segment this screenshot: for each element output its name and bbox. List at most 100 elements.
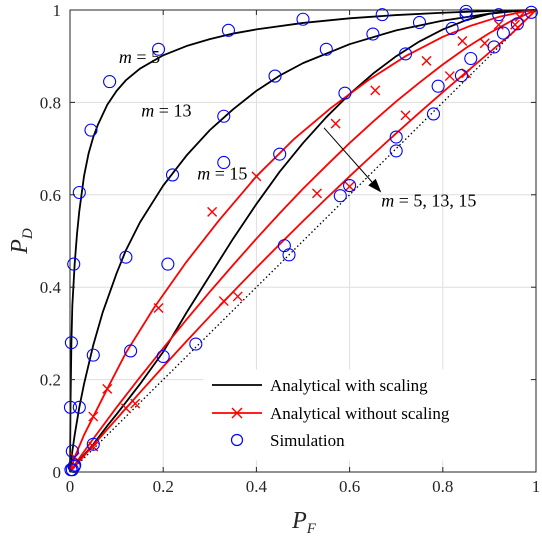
x-tick-label-5: 1 — [532, 477, 541, 496]
y-tick-label-1: 0.2 — [40, 371, 61, 390]
annotation-m5-val: = 5 — [132, 47, 160, 67]
blue-circle-marker-5 — [103, 75, 117, 89]
x-tick-label-2: 0.4 — [246, 477, 268, 496]
x-axis-label-sub: F — [306, 521, 317, 536]
blue-circle-marker-30 — [445, 21, 459, 36]
blue-circle-marker-43 — [426, 107, 441, 121]
legend-label-with-scaling: Analytical with scaling — [270, 376, 428, 395]
blue-circle-marker-41 — [333, 189, 347, 203]
x-tick-label-1: 0.2 — [153, 477, 174, 496]
red-x-marker-1 — [88, 411, 99, 422]
grid — [70, 10, 536, 472]
blue-circle-marker-29 — [398, 47, 413, 61]
annotation-m13-var: m — [141, 100, 154, 120]
blue-circle-marker-6 — [151, 42, 166, 56]
red-x-marker-4 — [207, 206, 218, 217]
red-x-marker-9 — [457, 35, 468, 46]
legend-label-without-scaling: Analytical without scaling — [270, 404, 450, 423]
blue-circle-marker-14 — [119, 250, 133, 264]
y-axis-label-sub: D — [20, 228, 36, 240]
blue-circle-marker-17 — [268, 69, 282, 83]
annotation-m15-val: = 15 — [210, 164, 247, 184]
red-x-marker-3 — [153, 302, 164, 313]
red-x-marker-20 — [130, 398, 141, 409]
blue-circle-marker-35 — [343, 179, 357, 193]
blue-circle-marker-31 — [492, 8, 506, 22]
red-x-marker-21 — [232, 291, 243, 302]
blue-circle-marker-18 — [319, 42, 333, 56]
y-tick-label-0: 0 — [53, 463, 62, 482]
blue-circle-marker-27 — [273, 147, 287, 161]
y-axis-label-main: P — [7, 239, 33, 255]
blue-circle-marker-7 — [221, 23, 235, 37]
y-tick-label-2: 0.4 — [40, 278, 62, 297]
diagonal-line — [69, 9, 537, 473]
red-x-marker-13 — [120, 403, 131, 414]
blue-circle-marker-2 — [67, 257, 81, 271]
blue-circle-marker-15 — [165, 168, 180, 182]
annotation-m15: m = 15 — [197, 164, 247, 184]
annotation-arrowhead — [368, 178, 382, 193]
red-x-marker-11 — [514, 11, 525, 22]
red-x-marker-8 — [421, 55, 432, 66]
legend-label-simulation: Simulation — [270, 431, 345, 450]
blue-circle-marker-36 — [389, 130, 403, 144]
blue-circle-marker-45 — [487, 40, 501, 54]
blue-circle-marker-3 — [72, 185, 86, 200]
series-without-scaling-m15 — [69, 9, 537, 473]
series-with-scaling-m15 — [69, 9, 537, 473]
red-x-marker-15 — [311, 188, 322, 199]
red-x-marker-14 — [218, 296, 229, 307]
blue-circle-marker-8 — [296, 12, 310, 26]
red-x-marker-16 — [400, 110, 411, 121]
blue-circle-marker-20 — [412, 15, 427, 30]
x-tick-label-3: 0.6 — [339, 477, 360, 496]
blue-circle-marker-40 — [282, 248, 296, 262]
blue-circle-marker-33 — [189, 337, 203, 351]
red-x-marker-5 — [251, 171, 262, 182]
series-with-scaling-m13 — [69, 9, 537, 473]
series-with-scaling-m5 — [69, 9, 537, 473]
x-axis-label-main: P — [291, 508, 307, 534]
blue-circle-marker-46 — [510, 17, 524, 31]
blue-circle-marker-21 — [459, 8, 473, 22]
blue-circle-marker-12 — [72, 400, 86, 414]
legend-circle-marker — [230, 433, 244, 447]
blue-circle-marker-44 — [454, 69, 468, 83]
blue-circle-marker-13 — [86, 348, 100, 362]
blue-circle-marker-42 — [389, 144, 403, 158]
red-x-marker-22 — [344, 181, 355, 192]
x-tick-label-4: 0.8 — [432, 477, 453, 496]
blue-circle-marker-37 — [431, 79, 445, 93]
blue-circle-marker-16 — [217, 109, 231, 123]
blue-circle-marker-23 — [86, 437, 100, 451]
y-tick-label-5: 1 — [53, 1, 62, 20]
markers — [63, 4, 538, 477]
ticks: 0 0.2 0.4 0.6 0.8 1 0 0.2 0.4 0.6 0.8 1 — [40, 1, 541, 496]
annotations: m = 5 m = 13 m = 15 m = 5, 13, 15 — [119, 47, 477, 210]
x-tick-label-0: 0 — [66, 477, 75, 496]
red-x-marker-2 — [102, 383, 113, 394]
blue-circle-marker-10 — [459, 4, 473, 18]
blue-circle-marker-4 — [84, 123, 98, 137]
blue-circle-marker-9 — [375, 8, 389, 22]
series-without-scaling-m13 — [69, 9, 537, 473]
blue-circle-marker-26 — [217, 155, 231, 170]
y-tick-label-4: 0.8 — [40, 93, 61, 112]
blue-circle-marker-11 — [65, 444, 79, 458]
legend: Analytical with scaling Analytical witho… — [203, 369, 530, 461]
annotation-m15-var: m — [197, 164, 210, 184]
blue-circle-marker-32 — [156, 349, 170, 364]
red-x-marker-7 — [370, 85, 381, 96]
legend-x-marker — [231, 407, 243, 419]
annotation-m-all-val: = 5, 13, 15 — [394, 190, 476, 210]
blue-circle-marker-19 — [366, 27, 380, 41]
y-axis-label: PD — [7, 228, 36, 255]
annotation-m13-val: = 13 — [154, 100, 191, 120]
blue-circle-marker-39 — [496, 26, 510, 40]
annotation-m-all: m = 5, 13, 15 — [381, 190, 476, 210]
annotation-arrow — [323, 127, 373, 183]
blue-circle-marker-49 — [65, 463, 79, 477]
annotation-m5-var: m — [119, 47, 132, 67]
